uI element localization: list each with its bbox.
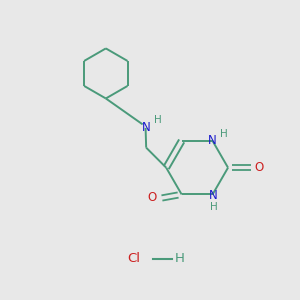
Text: H: H bbox=[210, 202, 217, 212]
Text: Cl: Cl bbox=[127, 252, 140, 266]
Text: N: N bbox=[142, 121, 151, 134]
Text: H: H bbox=[175, 252, 184, 266]
Text: N: N bbox=[209, 188, 218, 202]
Text: N: N bbox=[208, 134, 217, 147]
Text: H: H bbox=[220, 128, 228, 139]
Text: O: O bbox=[254, 161, 264, 174]
Text: H: H bbox=[154, 115, 162, 125]
Text: O: O bbox=[148, 191, 157, 205]
